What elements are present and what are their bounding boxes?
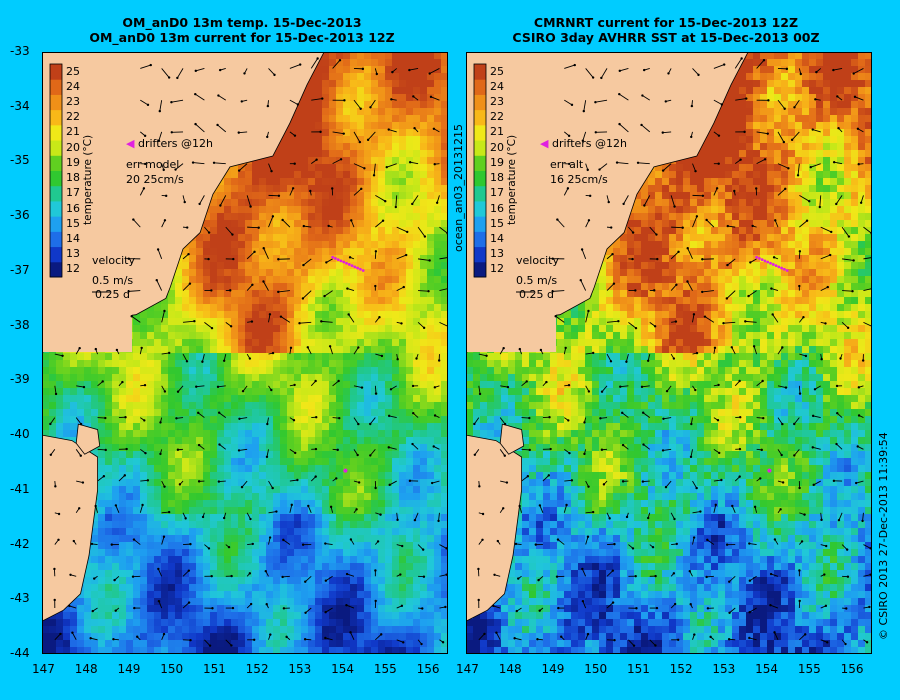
left-x-tick-label: 147 xyxy=(32,662,55,676)
left-drifters-legend: ◀ drifters @12h xyxy=(126,137,213,150)
right-x-tick-label: 155 xyxy=(798,662,821,676)
left-err-label: err model xyxy=(126,158,179,171)
drifter-point xyxy=(767,469,771,473)
drifter-point xyxy=(343,469,347,473)
right-err-label: err alt xyxy=(550,158,583,171)
right-x-tick-label: 154 xyxy=(755,662,778,676)
right-ocean-map xyxy=(466,52,872,654)
right-map-panel xyxy=(466,52,872,654)
left-x-tick-label: 153 xyxy=(288,662,311,676)
right-colorbar-tick: 18 xyxy=(490,171,504,184)
left-colorbar-tick: 16 xyxy=(66,202,80,215)
right-colorbar-tick: 19 xyxy=(490,156,504,169)
right-colorbar-tick: 25 xyxy=(490,65,504,78)
y-tick-label: -44 xyxy=(10,646,30,660)
left-map-panel xyxy=(42,52,448,654)
right-colorbar-tick: 21 xyxy=(490,125,504,138)
y-tick-label: -40 xyxy=(10,427,30,441)
right-x-tick-label: 148 xyxy=(499,662,522,676)
right-velocity-scale: 0.5 m/s xyxy=(516,274,557,287)
drifter-marker-icon: ◀ xyxy=(540,137,548,150)
right-colorbar-tick: 20 xyxy=(490,141,504,154)
left-x-tick-label: 152 xyxy=(246,662,269,676)
left-colorbar-tick: 15 xyxy=(66,217,80,230)
right-colorbar-tick: 12 xyxy=(490,262,504,275)
right-drifters-legend: ◀ drifters @12h xyxy=(540,137,627,150)
right-colorbar-tick: 22 xyxy=(490,110,504,123)
left-x-tick-label: 154 xyxy=(331,662,354,676)
right-x-tick-label: 149 xyxy=(541,662,564,676)
right-x-tick-label: 151 xyxy=(627,662,650,676)
left-velocity-label: velocity xyxy=(92,254,135,267)
left-title-line2: OM_anD0 13m current for 15-Dec-2013 12Z xyxy=(32,30,452,45)
y-tick-label: -43 xyxy=(10,591,30,605)
left-title-line1: OM_anD0 13m temp. 15-Dec-2013 xyxy=(32,15,452,30)
left-ocean-map xyxy=(42,52,448,654)
right-colorbar-tick: 13 xyxy=(490,247,504,260)
y-tick-label: -35 xyxy=(10,153,30,167)
left-colorbar-tick: 14 xyxy=(66,232,80,245)
right-x-tick-label: 156 xyxy=(841,662,864,676)
right-title-line1: CMRNRT current for 15-Dec-2013 12Z xyxy=(456,15,876,30)
left-colorbar-tick: 12 xyxy=(66,262,80,275)
colorbar xyxy=(50,64,62,278)
y-tick-label: -41 xyxy=(10,482,30,496)
y-tick-label: -33 xyxy=(10,44,30,58)
left-side-label: ocean_an03_20131215 xyxy=(452,124,465,252)
colorbar xyxy=(474,64,486,278)
y-tick-label: -42 xyxy=(10,537,30,551)
right-colorbar-tick: 14 xyxy=(490,232,504,245)
right-velocity-label: velocity xyxy=(516,254,559,267)
right-title-line2: CSIRO 3day AVHRR SST at 15-Dec-2013 00Z xyxy=(456,30,876,45)
left-x-tick-label: 151 xyxy=(203,662,226,676)
left-x-tick-label: 150 xyxy=(160,662,183,676)
left-colorbar-tick: 17 xyxy=(66,186,80,199)
y-tick-label: -36 xyxy=(10,208,30,222)
right-velocity-time: 0.25 d xyxy=(519,288,554,301)
right-map-title: CMRNRT current for 15-Dec-2013 12Z CSIRO… xyxy=(456,15,876,45)
left-x-tick-label: 156 xyxy=(417,662,440,676)
left-colorbar-tick: 21 xyxy=(66,125,80,138)
left-colorbar-tick: 20 xyxy=(66,141,80,154)
right-colorbar-tick: 24 xyxy=(490,80,504,93)
left-colorbar-tick: 19 xyxy=(66,156,80,169)
y-tick-label: -34 xyxy=(10,99,30,113)
right-side-label: © CSIRO 2013 27-Dec-2013 11:39:54 xyxy=(877,432,890,640)
right-colorbar-tick: 17 xyxy=(490,186,504,199)
left-x-tick-label: 149 xyxy=(117,662,140,676)
y-tick-label: -39 xyxy=(10,372,30,386)
y-tick-label: -38 xyxy=(10,318,30,332)
left-x-tick-label: 155 xyxy=(374,662,397,676)
left-map-title: OM_anD0 13m temp. 15-Dec-2013 OM_anD0 13… xyxy=(32,15,452,45)
left-x-tick-label: 148 xyxy=(75,662,98,676)
right-colorbar-title: temperature (°C) xyxy=(506,135,518,225)
left-velocity-time: 0.25 d xyxy=(95,288,130,301)
left-colorbar-tick: 18 xyxy=(66,171,80,184)
right-x-tick-label: 150 xyxy=(584,662,607,676)
right-drifters-label: drifters @12h xyxy=(552,137,627,150)
left-colorbar-tick: 13 xyxy=(66,247,80,260)
drifter-marker-icon: ◀ xyxy=(126,137,134,150)
left-colorbar-tick: 22 xyxy=(66,110,80,123)
right-x-tick-label: 152 xyxy=(670,662,693,676)
y-tick-label: -37 xyxy=(10,263,30,277)
left-colorbar-tick: 25 xyxy=(66,65,80,78)
right-colorbar-tick: 16 xyxy=(490,202,504,215)
left-drifters-label: drifters @12h xyxy=(138,137,213,150)
right-colorbar-tick: 15 xyxy=(490,217,504,230)
right-err-value: 16 25cm/s xyxy=(550,173,608,186)
left-velocity-scale: 0.5 m/s xyxy=(92,274,133,287)
left-colorbar-tick: 24 xyxy=(66,80,80,93)
left-colorbar-tick: 23 xyxy=(66,95,80,108)
left-err-value: 20 25cm/s xyxy=(126,173,184,186)
left-colorbar-title: temperature (°C) xyxy=(82,135,94,225)
right-x-tick-label: 153 xyxy=(712,662,735,676)
right-colorbar-tick: 23 xyxy=(490,95,504,108)
right-x-tick-label: 147 xyxy=(456,662,479,676)
